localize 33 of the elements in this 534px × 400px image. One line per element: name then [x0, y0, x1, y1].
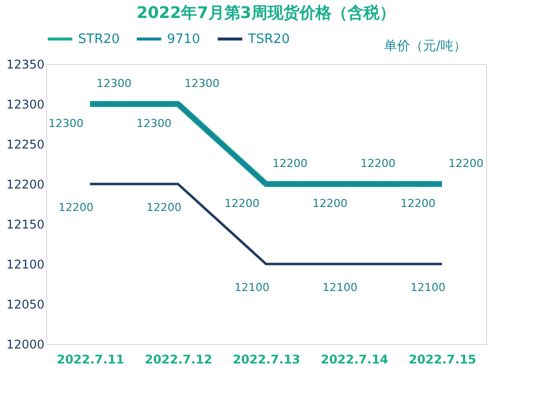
x-tick-label: 2022.7.12: [144, 352, 212, 366]
data-label: 12100: [234, 281, 270, 294]
text: 单价（元/吨）: [384, 39, 466, 54]
data-label: 12200: [360, 157, 396, 170]
legend-label: STR20: [78, 32, 120, 47]
data-label: 12100: [410, 281, 446, 294]
x-tick-label: 2022.7.15: [408, 352, 476, 366]
data-label: 12200: [224, 197, 260, 210]
data-label: 12200: [312, 197, 348, 210]
x-tick-label: 2022.7.13: [232, 352, 300, 366]
y-tick-label: 12250: [6, 138, 44, 152]
data-label: 12200: [58, 201, 94, 214]
chart-title: 2022年7月第3周现货价格（含税）: [136, 3, 396, 22]
legend-label: 9710: [167, 32, 200, 47]
data-label: 12300: [136, 117, 172, 130]
y-tick-label: 12000: [6, 338, 44, 352]
y-tick-label: 12300: [6, 98, 44, 112]
y-tick-label: 12350: [6, 58, 44, 72]
data-label: 12200: [146, 201, 182, 214]
data-label: 12300: [184, 77, 220, 90]
data-label: 12300: [48, 117, 84, 130]
y-tick-label: 12150: [6, 218, 44, 232]
legend-label: TSR20: [247, 32, 290, 47]
data-label: 12300: [96, 77, 132, 90]
y-tick-label: 12050: [6, 298, 44, 312]
x-tick-label: 2022.7.14: [320, 352, 388, 366]
data-label: 12100: [322, 281, 358, 294]
data-label: 12200: [272, 157, 308, 170]
y-tick-label: 12200: [6, 178, 44, 192]
y-tick-label: 12100: [6, 258, 44, 272]
x-tick-label: 2022.7.11: [56, 352, 124, 366]
data-label: 12200: [448, 157, 484, 170]
data-label: 12200: [400, 197, 436, 210]
